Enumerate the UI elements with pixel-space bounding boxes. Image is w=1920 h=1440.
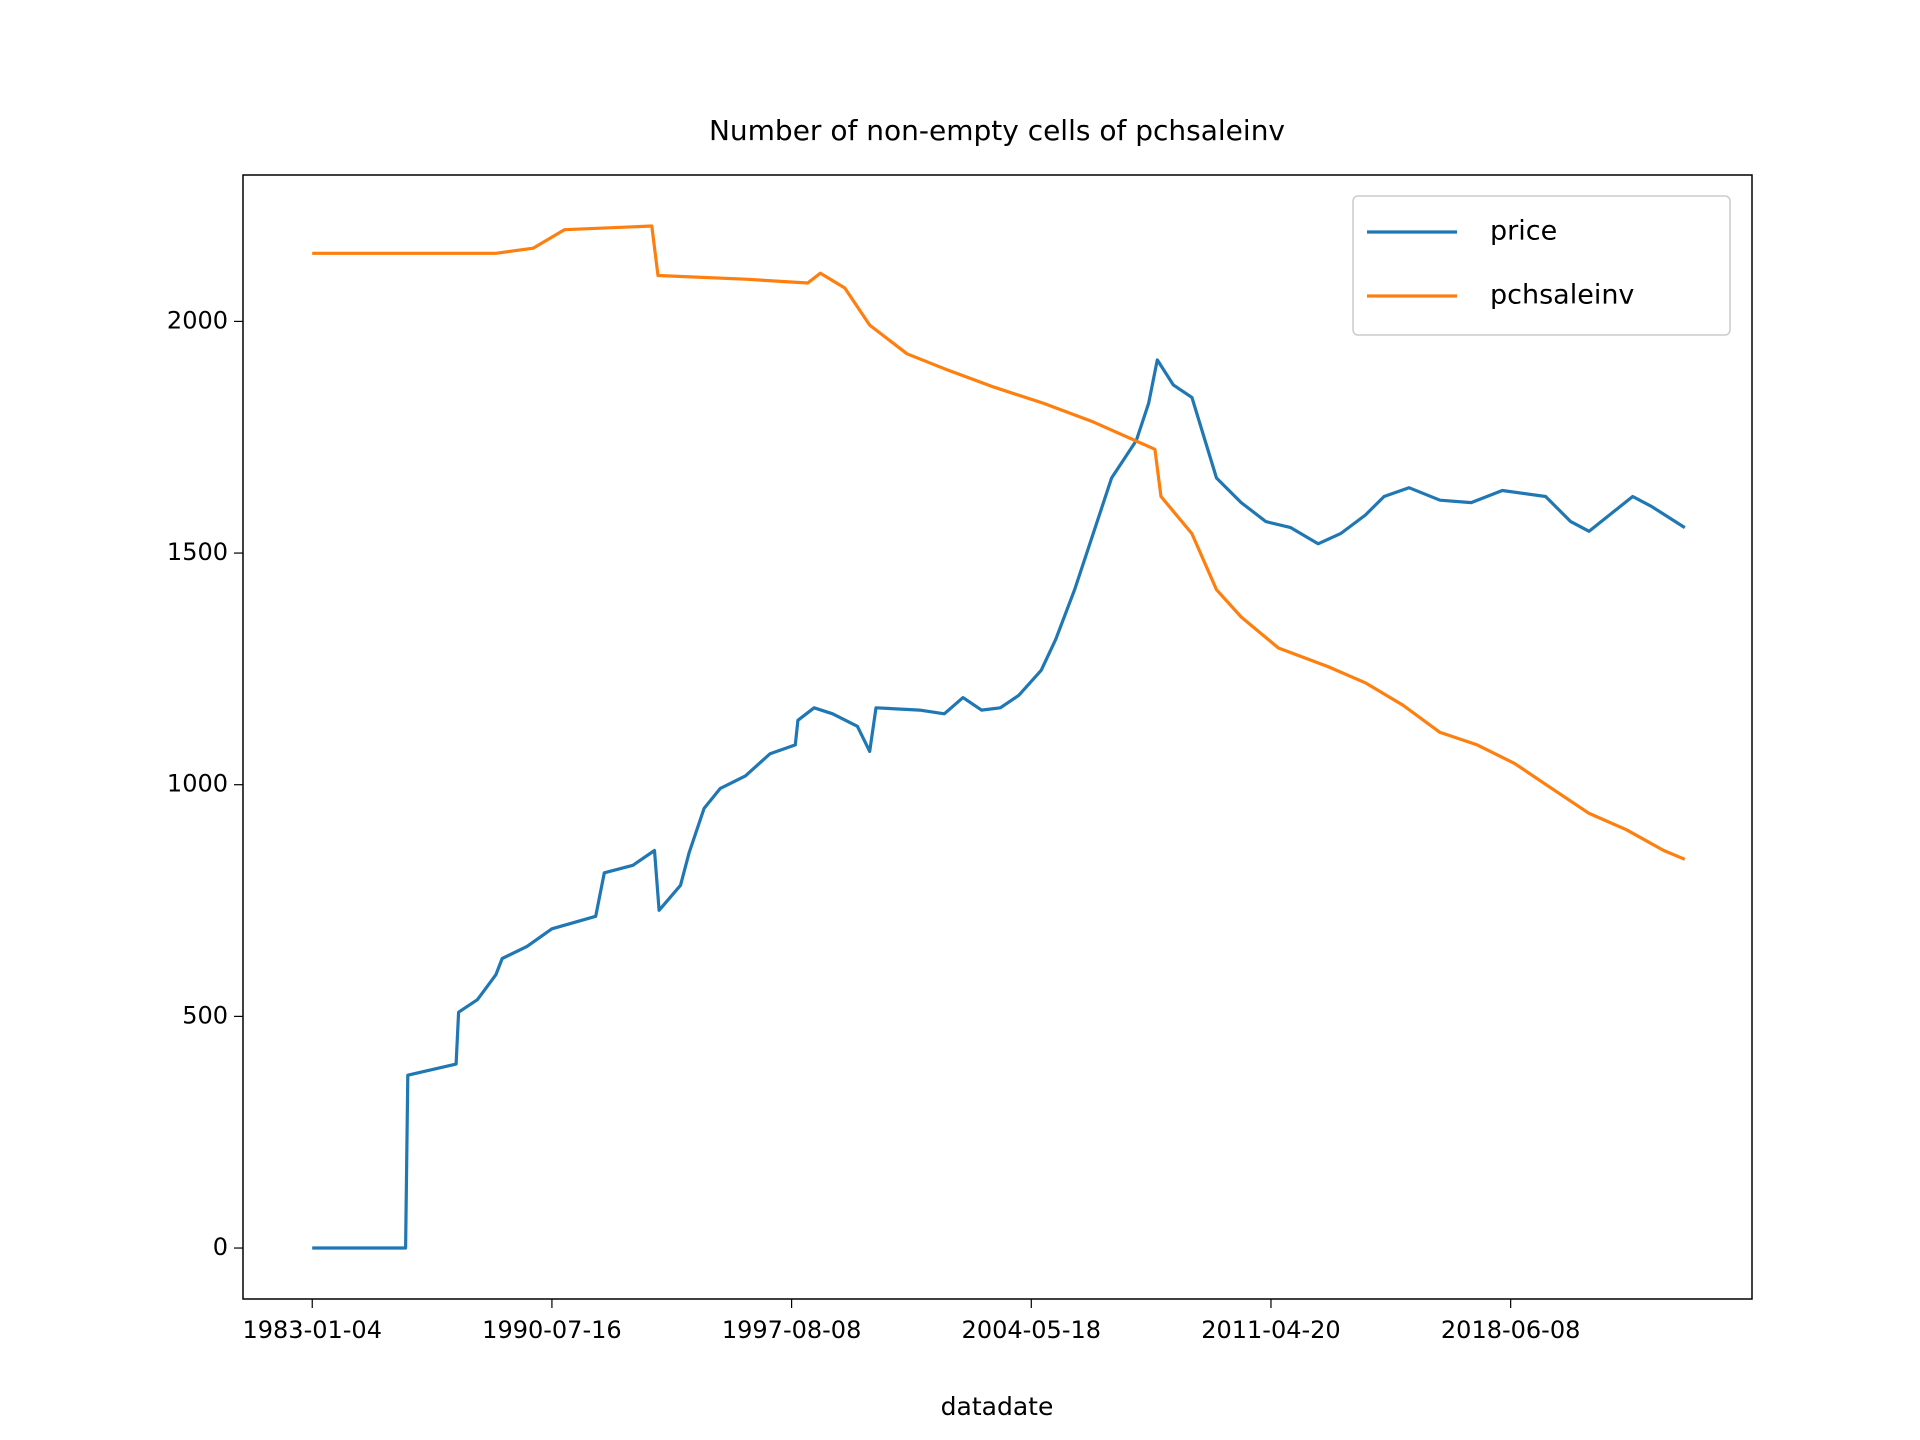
legend-label: price [1490,216,1557,247]
x-tick-label: 2018-06-08 [1441,1316,1580,1344]
x-tick-label: 1990-07-16 [482,1316,621,1344]
x-tick-label: 1997-08-08 [722,1316,861,1344]
axes-frame [242,174,1753,1300]
legend: price pchsaleinv [1352,195,1731,336]
y-tick-label: 1000 [167,770,228,798]
x-axis-label: datadate [941,1392,1054,1421]
chart-title: Number of non-empty cells of pchsaleinv [709,114,1285,147]
y-tick-label: 2000 [167,306,228,334]
x-tick-label: 2004-05-18 [962,1316,1101,1344]
y-tick-label: 0 [213,1233,228,1261]
y-tick-label: 1500 [167,538,228,566]
line-series [312,358,1686,1250]
x-tick-label: 1983-01-04 [242,1316,381,1344]
x-tick-label: 2011-04-20 [1201,1316,1340,1344]
line-series [312,224,1686,861]
legend-label: pchsaleinv [1490,280,1634,311]
y-tick-label: 500 [182,1001,228,1029]
